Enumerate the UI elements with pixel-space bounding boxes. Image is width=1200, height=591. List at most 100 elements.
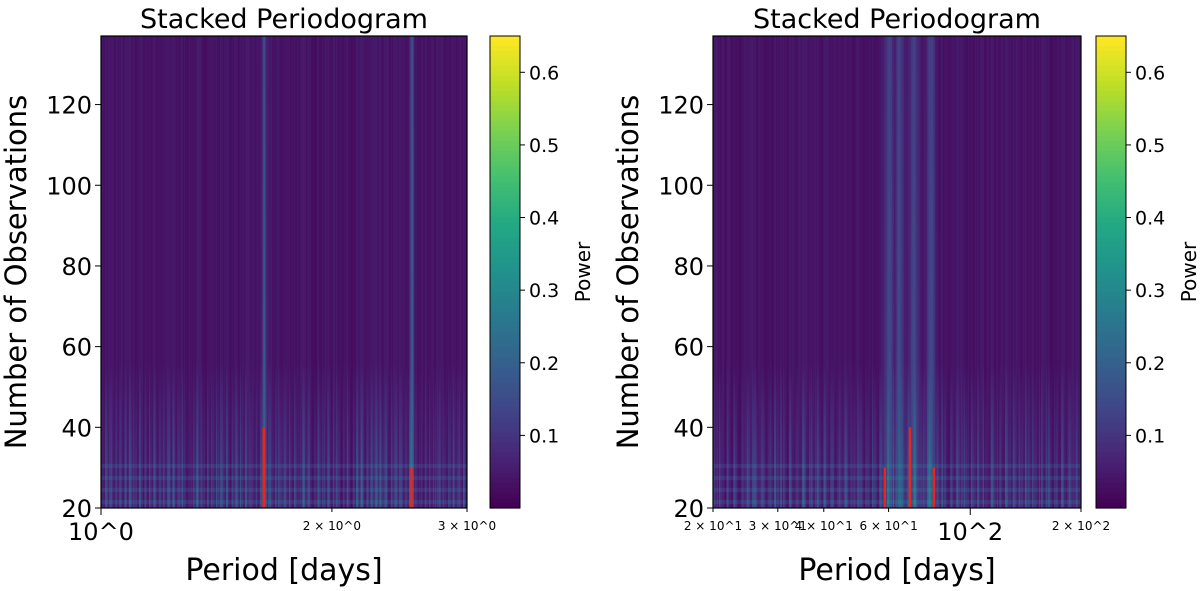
colorbar-band <box>490 422 520 429</box>
y-tick-label: 80 <box>673 253 704 281</box>
colorbar-band <box>490 61 520 67</box>
colorbar-band <box>490 317 520 323</box>
colorbar-band <box>490 402 520 409</box>
colorbar-frame <box>1095 35 1127 509</box>
colorbar-band <box>490 151 520 158</box>
chart-title: Stacked Periodogram <box>753 4 1041 35</box>
colorbar-band <box>1096 106 1126 112</box>
colorbar-tick-label: 0.4 <box>529 208 559 230</box>
colorbar-band <box>490 282 520 288</box>
colorbar-band <box>490 482 520 489</box>
colorbar-tick-label: 0.4 <box>1135 208 1165 230</box>
colorbar-band <box>490 101 520 107</box>
colorbar-label: Power <box>1177 241 1200 302</box>
colorbar-tick-label: 0.6 <box>529 62 559 84</box>
colorbar-band <box>1096 452 1126 459</box>
colorbar-band <box>1096 121 1126 127</box>
colorbar-band <box>1096 181 1126 188</box>
colorbar-band <box>1096 156 1126 163</box>
colorbar-band <box>1096 196 1126 203</box>
colorbar-band <box>490 487 520 494</box>
colorbar-band <box>490 442 520 449</box>
colorbar-tick-label: 0.3 <box>1135 280 1165 302</box>
x-tick-label: 6 × 10^1 <box>859 519 917 533</box>
colorbar-band <box>1096 266 1126 273</box>
colorbar-band <box>1096 246 1126 253</box>
colorbar-band <box>490 191 520 198</box>
colorbar-band <box>490 201 520 208</box>
y-tick-label: 60 <box>673 334 704 362</box>
colorbar-label: Power <box>571 241 595 302</box>
panel-1: Stacked Periodogram Period [days] Number o… <box>0 4 595 588</box>
colorbar-band <box>490 166 520 173</box>
colorbar-band <box>1096 332 1126 338</box>
colorbar-band <box>1096 66 1126 72</box>
colorbar-band <box>1096 412 1126 419</box>
colorbar-frame <box>489 35 521 509</box>
colorbar-band <box>490 342 520 348</box>
colorbar-band <box>490 136 520 143</box>
colorbar-tick-label: 0.2 <box>529 353 559 375</box>
colorbar-band <box>490 251 520 258</box>
colorbar-band <box>490 472 520 479</box>
y-tick-label: 20 <box>61 495 92 523</box>
colorbar-band <box>1096 422 1126 429</box>
y-tick-label: 100 <box>46 172 92 200</box>
x-tick-label: 2 × 10^2 <box>1052 519 1110 533</box>
y-tick-label: 40 <box>61 414 92 442</box>
colorbar-band <box>1096 241 1126 248</box>
colorbar-band <box>1096 357 1126 363</box>
colorbar-band <box>490 66 520 72</box>
colorbar-band <box>1096 292 1126 298</box>
colorbar-band <box>1096 61 1126 67</box>
colorbar-band <box>1096 502 1126 509</box>
colorbar-band <box>1096 482 1126 489</box>
colorbar-band <box>490 236 520 243</box>
colorbar-band <box>1096 407 1126 414</box>
colorbar-band <box>1096 437 1126 444</box>
colorbar-band <box>1096 442 1126 449</box>
colorbar-band <box>490 332 520 338</box>
x-tick-label: 3 × 10^0 <box>438 519 496 533</box>
colorbar-band <box>490 452 520 459</box>
colorbar-band <box>490 256 520 263</box>
colorbar-band <box>1096 282 1126 288</box>
colorbar-band <box>490 196 520 203</box>
colorbar-band <box>490 186 520 193</box>
colorbar-band <box>490 417 520 424</box>
colorbar-band <box>1096 457 1126 464</box>
colorbar-band <box>1096 382 1126 389</box>
colorbar-band <box>1096 372 1126 379</box>
y-tick-label: 120 <box>658 92 704 120</box>
colorbar-band <box>490 261 520 268</box>
colorbar-band <box>1096 251 1126 258</box>
colorbar-band <box>490 76 520 82</box>
colorbar-band <box>490 96 520 102</box>
colorbar-band <box>490 221 520 228</box>
colorbar-band <box>1096 256 1126 263</box>
colorbar-band <box>1096 111 1126 117</box>
colorbar-band <box>490 277 520 283</box>
colorbar-band <box>490 322 520 328</box>
colorbar-band <box>1096 307 1126 313</box>
y-tick-label: 40 <box>673 414 704 442</box>
colorbar-band <box>490 141 520 148</box>
colorbar-band <box>1096 462 1126 469</box>
colorbar-band <box>490 337 520 343</box>
colorbar-band <box>1096 186 1126 193</box>
colorbar-band <box>490 121 520 127</box>
colorbar-band <box>490 106 520 112</box>
colorbar: 0.1 0.2 0.3 0.4 0.5 0.6 Power <box>489 35 595 509</box>
colorbar-band <box>490 307 520 313</box>
colorbar-band <box>490 131 520 138</box>
x-axis-label: Period [days] <box>185 553 382 587</box>
colorbar-band <box>490 412 520 419</box>
colorbar-band <box>490 427 520 434</box>
colorbar-band <box>1096 387 1126 394</box>
colorbar-band <box>490 161 520 168</box>
colorbar-tick-label: 0.5 <box>529 135 559 157</box>
colorbar-band <box>1096 342 1126 348</box>
colorbar-band <box>1096 176 1126 183</box>
colorbar-band <box>1096 402 1126 409</box>
